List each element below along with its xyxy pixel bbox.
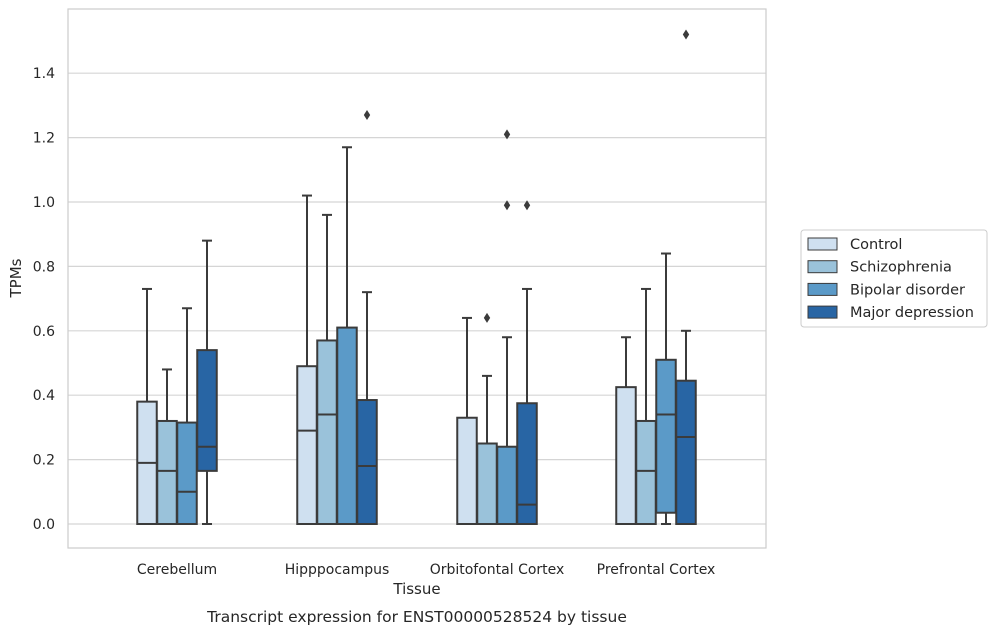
legend-label: Schizophrenia [850, 260, 952, 276]
legend: Control Schizophrenia Bipolar disorder Majo… [801, 230, 987, 327]
box-cerebellum-bipolar-disorder [177, 308, 197, 524]
legend-label: Bipolar disorder [850, 282, 965, 298]
chart-canvas: 0.0 0.2 0.4 0.6 0.8 1.0 1.2 1.4 Cerebellum Hippp… [0, 0, 997, 634]
boxes [137, 30, 696, 524]
x-tick-label: Orbitofontal Cortex [430, 562, 565, 578]
box-body [357, 400, 377, 524]
box-prefrontal-cortex-schizophrenia [636, 289, 656, 524]
y-tick-label: 0.4 [33, 388, 55, 404]
y-tick-label: 1.4 [33, 66, 55, 82]
box-body [656, 360, 676, 513]
x-tick-labels: Cerebellum Hipppocampus Orbitofontal Corte… [137, 562, 715, 578]
box-hipppocampus-bipolar-disorder [337, 147, 357, 524]
box-orbitofontal-cortex-bipolar-disorder [497, 129, 517, 524]
box-body [676, 381, 696, 524]
legend-swatch [808, 238, 837, 250]
box-body [616, 387, 636, 524]
x-tick-label: Cerebellum [137, 562, 217, 578]
box-orbitofontal-cortex-major-depression [517, 200, 537, 524]
legend-swatch [808, 261, 837, 273]
box-orbitofontal-cortex-schizophrenia [477, 313, 497, 524]
box-body [297, 366, 317, 524]
box-orbitofontal-cortex-control [457, 318, 477, 524]
legend-label: Control [850, 237, 902, 253]
outlier-point [683, 30, 689, 40]
chart-caption: Transcript expression for ENST0000052852… [206, 608, 627, 626]
box-body [497, 447, 517, 524]
box-prefrontal-cortex-control [616, 337, 636, 524]
box-body [157, 421, 177, 524]
box-cerebellum-major-depression [197, 241, 217, 524]
outlier-point [484, 313, 490, 323]
box-body [636, 421, 656, 524]
box-cerebellum-control [137, 289, 157, 524]
y-tick-label: 1.2 [33, 131, 55, 147]
box-body [337, 328, 357, 524]
box-body [177, 423, 197, 524]
box-hipppocampus-major-depression [357, 110, 377, 524]
legend-label: Major depression [850, 305, 974, 321]
x-axis-label: Tissue [392, 580, 440, 598]
y-tick-label: 0.0 [33, 517, 55, 533]
y-tick-labels: 0.0 0.2 0.4 0.6 0.8 1.0 1.2 1.4 [33, 66, 55, 533]
y-tick-label: 0.6 [33, 324, 55, 340]
y-tick-label: 0.8 [33, 259, 55, 275]
box-plot-chart: 0.0 0.2 0.4 0.6 0.8 1.0 1.2 1.4 Cerebellum Hippp… [0, 0, 997, 634]
box-hipppocampus-schizophrenia [317, 215, 337, 524]
legend-swatch [808, 306, 837, 318]
x-tick-label: Prefrontal Cortex [597, 562, 716, 578]
box-hipppocampus-control [297, 196, 317, 524]
box-body [317, 340, 337, 524]
y-tick-label: 1.0 [33, 195, 55, 211]
box-prefrontal-cortex-bipolar-disorder [656, 254, 676, 524]
box-body [517, 403, 537, 524]
outlier-point [364, 110, 370, 120]
y-axis-label: TPMs [7, 258, 25, 298]
box-body [477, 444, 497, 525]
box-body [197, 350, 217, 471]
y-tick-label: 0.2 [33, 453, 55, 469]
x-tick-label: Hipppocampus [285, 562, 390, 578]
box-prefrontal-cortex-major-depression [676, 30, 696, 524]
box-cerebellum-schizophrenia [157, 369, 177, 524]
box-body [457, 418, 477, 524]
legend-swatch [808, 283, 837, 295]
